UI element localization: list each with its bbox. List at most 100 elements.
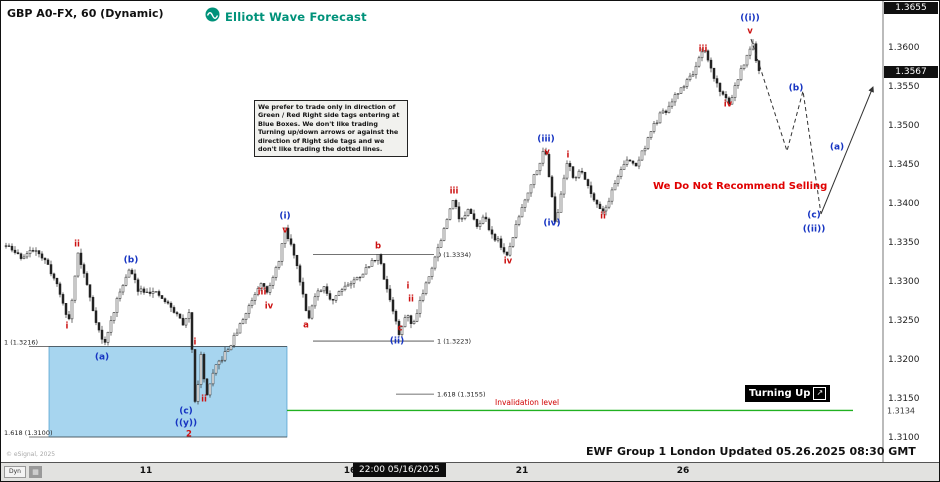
candle-body [223, 351, 227, 361]
candle-body [85, 273, 89, 285]
candle-body [400, 326, 404, 336]
price-axis-label: 1.3600 [888, 43, 920, 53]
candle-body [334, 295, 338, 301]
candle-body [322, 286, 326, 292]
wave-label: (iii) [537, 135, 554, 145]
candle-body [544, 151, 548, 155]
candle-body [115, 298, 119, 313]
time-axis-bar: Dyn ▦ 11 16 21 26 [1, 462, 939, 481]
candle-body [436, 246, 440, 258]
candle-body [142, 288, 146, 293]
candle-body [277, 261, 281, 268]
candle-body [133, 273, 137, 281]
candle-body [664, 110, 668, 113]
wave-label: ii [201, 395, 207, 405]
candle-body [154, 291, 158, 293]
wave-label: v [282, 226, 288, 236]
candle-body [166, 301, 170, 304]
fib-label: 0 (1.3334) [437, 251, 471, 259]
candle-body [301, 281, 305, 295]
candle-body [712, 67, 716, 79]
candle-body [541, 151, 545, 164]
candle-body [622, 164, 626, 170]
candle-body [736, 79, 740, 86]
candle-body [457, 206, 461, 220]
candle-body [112, 312, 116, 321]
wave-label: (b) [124, 256, 139, 266]
candle-body [34, 250, 38, 252]
bottom-left-control[interactable]: Dyn [4, 466, 26, 478]
candle-body [58, 283, 62, 295]
candle-body [61, 294, 65, 304]
candle-body [523, 199, 527, 208]
candle-body [64, 303, 68, 315]
candle-body [682, 86, 686, 89]
candle-body [190, 312, 194, 350]
candle-body [52, 273, 56, 279]
wave-label: ii [600, 212, 606, 222]
candle-body [529, 184, 533, 194]
candle-body [37, 250, 41, 255]
candle-body [100, 329, 104, 340]
candle-body [310, 305, 314, 319]
candle-body [508, 246, 512, 256]
candle-body [241, 319, 245, 324]
time-cursor-tooltip: 22:00 05/16/2025 [353, 463, 446, 477]
candle-body [697, 57, 701, 67]
no-sell-annotation: We Do Not Recommend Selling [653, 181, 828, 192]
candle-body [247, 305, 251, 314]
candle-body [649, 131, 653, 138]
candle-body [163, 298, 167, 303]
candle-body [445, 219, 449, 229]
candle-body [679, 87, 683, 94]
candle-body [319, 290, 323, 292]
candle-body [601, 208, 605, 212]
wave-label: b [375, 242, 381, 252]
candle-body [448, 208, 452, 220]
candle-body [559, 193, 563, 213]
candle-body [145, 291, 149, 293]
candle-body [466, 209, 470, 216]
candle-body [121, 285, 125, 293]
candle-body [7, 245, 11, 247]
candle-body [505, 251, 509, 256]
candle-body [139, 288, 143, 292]
price-axis-label: 1.3200 [888, 355, 920, 365]
wave-label: (c) [179, 407, 193, 417]
last-price-badge: 1.3567 [884, 66, 938, 78]
fib-label: 1 (1.3223) [437, 338, 471, 346]
invalidation-price-label: 1.3134 [887, 406, 915, 415]
wave-label: (iv) [543, 219, 560, 229]
candle-body [259, 283, 263, 289]
candle-body [256, 288, 260, 295]
candle-body [205, 378, 209, 396]
candle-body [634, 163, 638, 167]
wave-label: (ii) [390, 337, 404, 347]
candle-body [88, 284, 92, 298]
candle-body [208, 383, 212, 396]
candle-body [217, 360, 221, 365]
candle-body [250, 300, 254, 306]
wave-label: v [544, 148, 550, 158]
candle-body [31, 250, 35, 252]
wave-label: (c) [807, 211, 821, 221]
candle-body [718, 82, 722, 92]
candle-body [118, 291, 122, 299]
price-axis-label: 1.3300 [888, 277, 920, 287]
candle-body [49, 264, 53, 275]
candle-body [28, 250, 32, 254]
candle-body [169, 302, 173, 308]
candle-body [193, 349, 197, 402]
candle-body [202, 354, 206, 380]
candle-body [511, 237, 515, 247]
update-footer: EWF Group 1 London Updated 05.26.2025 08… [586, 445, 916, 458]
grid-icon[interactable]: ▦ [29, 466, 42, 478]
candle-body [418, 300, 422, 314]
candle-body [616, 176, 620, 184]
wave-label: v [747, 27, 753, 37]
candle-body [421, 293, 425, 301]
candle-body [655, 122, 659, 124]
wave-label: (a) [830, 143, 844, 153]
candle-body [307, 310, 311, 319]
